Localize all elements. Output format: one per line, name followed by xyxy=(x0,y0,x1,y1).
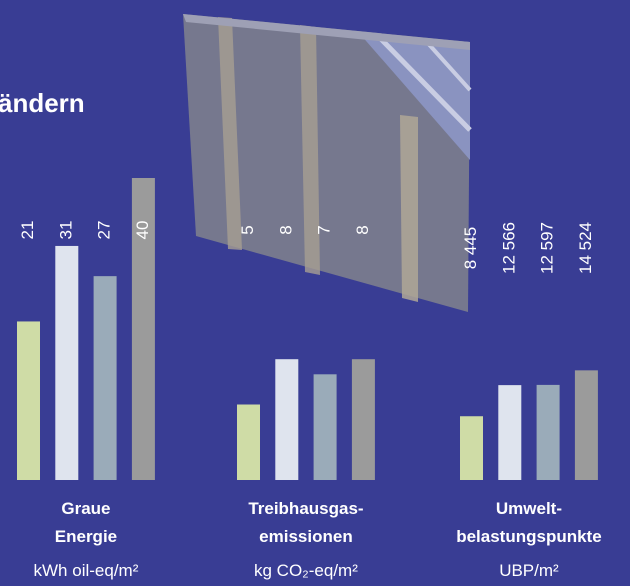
bar xyxy=(55,245,79,480)
bar xyxy=(93,276,117,480)
value-label: 14 524 xyxy=(576,222,595,274)
heading: ändern xyxy=(0,88,85,118)
chart-title: Umwelt- xyxy=(496,499,562,518)
chart-title: Energie xyxy=(55,527,117,546)
value-label: 8 xyxy=(353,225,372,234)
value-label: 7 xyxy=(315,225,334,234)
bar xyxy=(275,359,299,480)
value-label: 40 xyxy=(133,221,152,240)
unit-label: UBP/m² xyxy=(499,561,559,580)
value-label: 21 xyxy=(18,221,37,240)
value-label: 5 xyxy=(238,225,257,234)
chart-title: Treibhausgas- xyxy=(248,499,363,518)
bar xyxy=(574,370,598,480)
chart-title: belastungspunkte xyxy=(456,527,601,546)
bar xyxy=(313,374,337,480)
wall-illustration xyxy=(183,14,472,312)
bar xyxy=(17,321,40,480)
bar xyxy=(131,178,155,480)
bar xyxy=(351,359,375,480)
chart-title: emissionen xyxy=(259,527,353,546)
bar xyxy=(498,385,522,480)
unit-label: kWh oil-eq/m² xyxy=(34,561,139,580)
value-label: 8 445 xyxy=(461,227,480,270)
unit-label: kg CO₂-eq/m² xyxy=(254,561,358,580)
bar xyxy=(237,404,260,480)
value-label: 27 xyxy=(95,221,114,240)
chart-title: Graue xyxy=(61,499,110,518)
value-label: 8 xyxy=(276,225,295,234)
value-label: 31 xyxy=(56,221,75,240)
value-label: 12 566 xyxy=(499,222,518,274)
value-label: 12 597 xyxy=(538,222,557,274)
bar xyxy=(536,384,560,480)
bar xyxy=(460,416,483,480)
